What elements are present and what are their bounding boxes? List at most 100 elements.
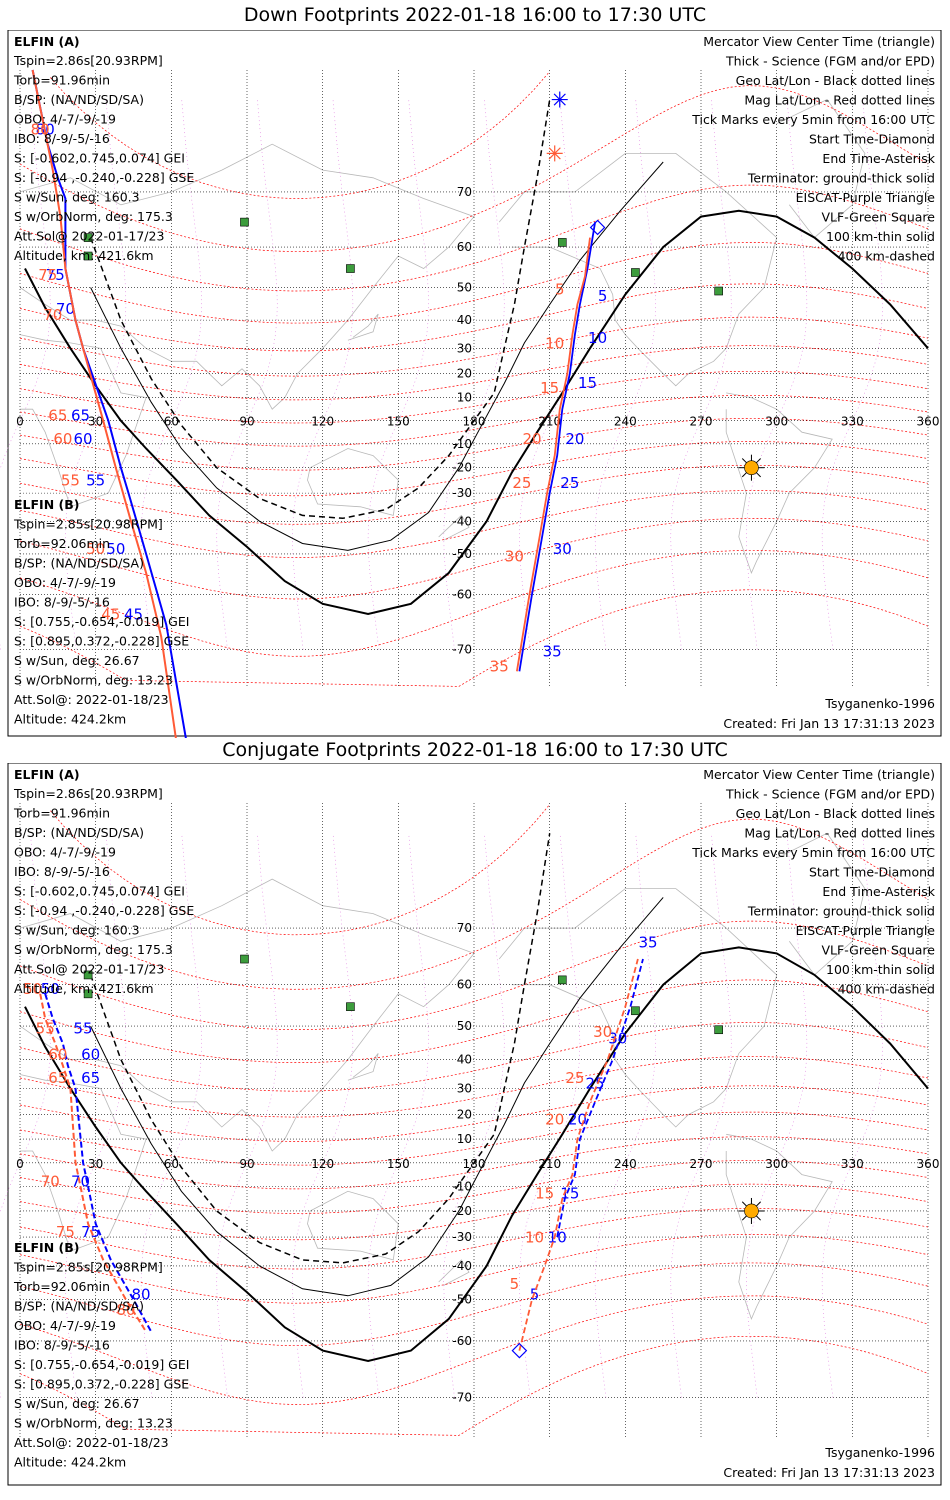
x-tick-label: 270 (690, 415, 713, 429)
footprint-track (518, 221, 596, 672)
sun-disc (744, 460, 759, 475)
coastline-5 (776, 98, 866, 239)
model-label: Tsyganenko-1996 (824, 1445, 935, 1460)
mag-lat-line (19, 370, 929, 424)
y-tick-label: -30 (452, 486, 472, 500)
vlf-station (83, 251, 93, 261)
panel-frame (7, 763, 942, 1486)
y-tick-label: 40 (457, 313, 472, 327)
elfin-b-line: IBO: 8/-9/-5/-16 (14, 1338, 110, 1353)
legend-item: 100 km-thin solid (826, 962, 935, 977)
terminator-400km (89, 99, 551, 520)
tick-mark-label: 70 (56, 300, 75, 318)
vlf-station (240, 954, 249, 964)
x-tick-label: 330 (841, 1157, 864, 1171)
mag-lat-line (19, 1111, 929, 1166)
mag-lat-line (19, 184, 929, 292)
elfin-b-line: S: [0.755,-0.654,-0.019] GEI (14, 1357, 189, 1372)
terminator-ground (24, 209, 929, 616)
mag-lat-line (19, 441, 929, 497)
mag-lat-line (19, 394, 929, 447)
tick-mark-label: 65 (81, 1069, 100, 1087)
mag-lon-line (292, 833, 354, 1398)
terminator (24, 833, 929, 1363)
y-tick-label: 20 (457, 1108, 472, 1122)
mag-lat-line (19, 490, 929, 558)
elfin-b-label: ELFIN (B) (14, 1240, 79, 1255)
elfin-a-line: S: [-0.602,0.745,0.074] GEI (14, 151, 185, 166)
mag-lat-line (19, 589, 929, 687)
mag-lat-line (19, 1335, 929, 1436)
vlf-station (83, 233, 93, 242)
tick-mark-label: 15 (578, 374, 597, 392)
tick-mark-label: 60 (81, 1046, 100, 1064)
sun-disc (744, 1203, 759, 1219)
mag-lon-line (670, 833, 732, 1398)
terminator-400km (89, 833, 551, 1264)
tick-mark-label: 65 (48, 407, 67, 425)
mag-grid (0, 804, 929, 1436)
tick-mark-label: 30 (505, 547, 524, 565)
y-tick-label: -40 (452, 514, 472, 528)
mag-lat-line (19, 316, 929, 377)
tick-mark-label: 45 (124, 605, 143, 623)
start-diamond (511, 1342, 528, 1359)
tick-mark-label: 10 (548, 1229, 567, 1247)
tick-mark-label: 50 (23, 980, 42, 998)
mag-lat-line (19, 464, 929, 525)
y-tick-label: -10 (452, 437, 472, 451)
elfin-a-info: ELFIN (A) Tspin=2.86s[20.93RPM] Torb=91.96… (13, 34, 194, 263)
coastline-5 (776, 832, 866, 976)
vlf-station (631, 268, 640, 277)
mag-lat-line (19, 85, 929, 252)
legend-item: Start Time-Diamond (809, 132, 935, 147)
legend-item: End Time-Asterisk (822, 884, 935, 899)
elfin-b-label: ELFIN (B) (14, 497, 79, 512)
coastline-1 (19, 1074, 147, 1252)
mag-lat-line (19, 979, 929, 1063)
mag-lat-line (19, 1160, 929, 1214)
legend-item: Tick Marks every 5min from 16:00 UTC (691, 112, 935, 127)
x-tick-label: 150 (387, 1157, 410, 1171)
created-label: Created: Fri Jan 13 17:31:13 2023 (723, 716, 935, 731)
mag-lon-line (367, 833, 429, 1398)
legend-item: 100 km-thin solid (826, 229, 935, 244)
sun-icon (738, 454, 765, 481)
mag-grid (0, 71, 929, 687)
mag-lat-line (19, 1262, 929, 1347)
tick-mark-label: 75 (46, 266, 65, 284)
coastline-7 (347, 313, 379, 341)
elfin-a-line: S: [-0.94 ,-0.240,-0.228] GSE (14, 170, 194, 185)
tick-mark-label: 15 (535, 1185, 554, 1203)
elfin-b-line: B/SP: (NA/ND/SD/SA) (14, 556, 144, 571)
footprint-track (518, 958, 639, 1351)
tick-mark-label: 35 (543, 642, 562, 660)
x-tick-label: 240 (614, 415, 637, 429)
tick-mark-label: 55 (86, 471, 105, 489)
y-tick-label: -20 (452, 461, 472, 475)
tick-mark-label: 75 (56, 1223, 75, 1241)
tick-mark-label: 45 (101, 605, 120, 623)
y-tick-label: 10 (457, 391, 472, 405)
tick-mark-label: 10 (525, 1229, 544, 1247)
vlf-station (346, 264, 355, 273)
vlf-station (631, 1006, 640, 1016)
elfin-b-line: Altitude: 424.2km (14, 1455, 126, 1470)
asterisk-ray (553, 93, 566, 106)
x-tick-label: 90 (239, 415, 254, 429)
vlf-station (83, 989, 93, 999)
legend-item: Thick - Science (FGM and/or EPD) (725, 787, 935, 802)
y-tick-label: 60 (457, 240, 472, 254)
x-tick-label: 360 (917, 1157, 940, 1171)
elfin-b-line: S w/OrbNorm, deg: 13.23 (14, 1416, 173, 1431)
mag-lat-line (19, 550, 929, 657)
elfin-a-label: ELFIN (A) (14, 34, 80, 49)
end-asterisk (551, 91, 568, 108)
x-tick-label: 150 (387, 415, 410, 429)
legend-item: 400 km-dashed (838, 249, 935, 264)
mag-lon-line (140, 833, 202, 1398)
y-tick-label: 10 (457, 1132, 472, 1146)
y-tick-label: 50 (457, 1019, 472, 1033)
x-tick-label: 300 (765, 1157, 788, 1171)
tick-mark-label: 30 (593, 1023, 612, 1041)
